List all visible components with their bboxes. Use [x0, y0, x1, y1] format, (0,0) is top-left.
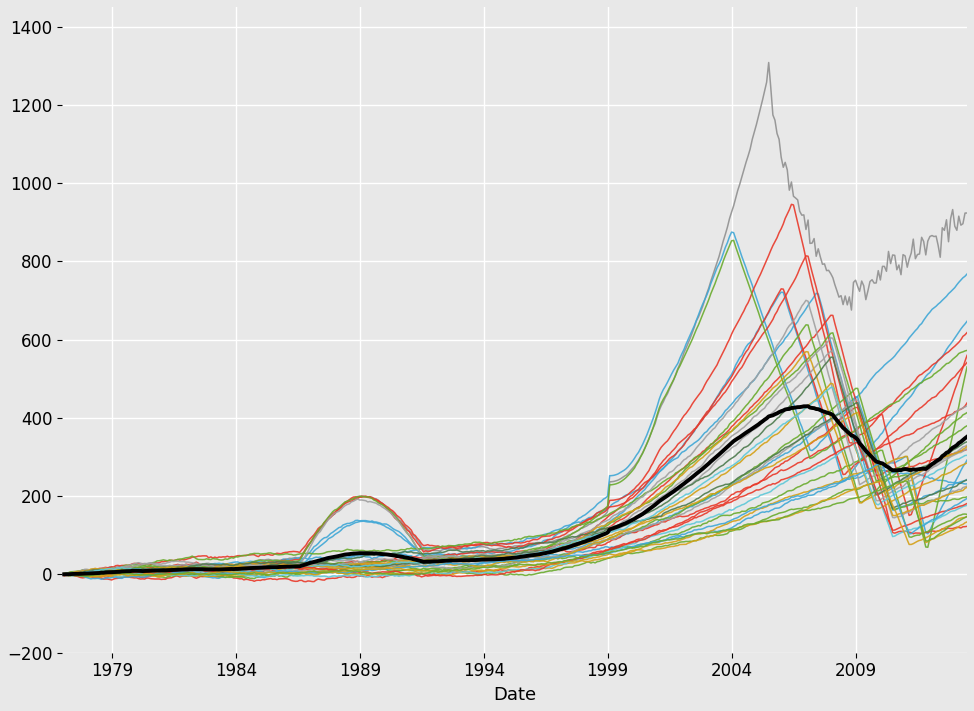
X-axis label: Date: Date — [493, 686, 536, 704]
